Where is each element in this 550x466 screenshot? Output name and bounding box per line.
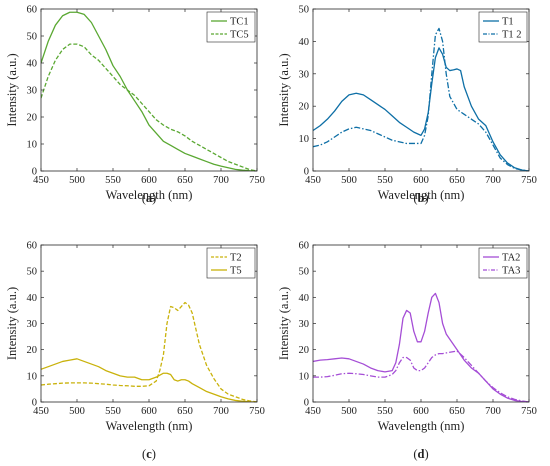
- chart-panel-a: 450 500 550 600 650 700 750 0 10 20 30 40 50 60 Wavele…: [5, 5, 265, 206]
- x-tick-label: 500: [69, 175, 85, 186]
- legend-box: [478, 247, 528, 279]
- x-tick-label: 450: [305, 406, 321, 417]
- legend-box: [206, 11, 256, 43]
- legend: T1 T1 2: [478, 11, 528, 43]
- y-tick-label: 50: [299, 5, 310, 16]
- y-tick-label: 20: [299, 102, 310, 113]
- panel-label: (c): [142, 447, 156, 461]
- x-tick-label: 450: [33, 406, 49, 417]
- y-tick-label: 30: [27, 319, 38, 330]
- y-tick-label: 40: [299, 37, 310, 48]
- y-axis-label: Intensity (a.u.): [5, 287, 19, 360]
- y-tick-label: 60: [299, 241, 310, 252]
- legend-box: [206, 247, 256, 279]
- x-tick-label: 650: [449, 175, 465, 186]
- x-tick-label: 650: [177, 406, 193, 417]
- x-tick-label: 600: [141, 406, 157, 417]
- series-line-t5: [41, 358, 257, 402]
- panel-label: (d): [413, 447, 428, 461]
- x-tick-label: 550: [105, 175, 121, 186]
- legend-label: T5: [230, 266, 242, 277]
- series-line-t1: [313, 47, 529, 171]
- y-tick-label: 40: [299, 293, 310, 304]
- x-tick-label: 500: [69, 406, 85, 417]
- series-line-t2: [41, 301, 257, 402]
- y-tick-label: 10: [27, 140, 38, 151]
- x-tick-label: 750: [249, 406, 265, 417]
- legend-label: TC5: [230, 30, 249, 41]
- y-tick-label: 30: [299, 319, 310, 330]
- x-axis-label: Wavelength (nm): [106, 419, 193, 433]
- legend-label: T1 2: [502, 30, 522, 41]
- y-tick-label: 60: [27, 5, 38, 16]
- chart-panel-c: 450 500 550 600 650 700 750 0 10 20 30 40 50 60 Wavele…: [5, 241, 265, 462]
- legend-label: T2: [230, 253, 242, 264]
- x-tick-label: 700: [485, 406, 501, 417]
- series-line-ta2: [313, 292, 529, 402]
- x-tick-label: 750: [521, 406, 537, 417]
- x-tick-label: 550: [377, 175, 393, 186]
- x-tick-label: 600: [141, 175, 157, 186]
- chart-panel-d: 450 500 550 600 650 700 750 0 10 20 30 40 50 60 Wavele…: [277, 241, 537, 462]
- x-tick-label: 700: [213, 175, 229, 186]
- y-tick-label: 60: [27, 241, 38, 252]
- y-tick-label: 0: [304, 398, 309, 409]
- y-axis-label: Intensity (a.u.): [277, 287, 291, 360]
- y-axis-label: Intensity (a.u.): [5, 53, 19, 126]
- x-tick-label: 750: [249, 175, 265, 186]
- chart-panel-b: 450 500 550 600 650 700 750 0 10 20 30 40 50 Waveleng…: [277, 5, 537, 206]
- y-tick-label: 20: [27, 345, 38, 356]
- y-tick-label: 40: [27, 293, 38, 304]
- x-tick-label: 600: [413, 175, 429, 186]
- y-tick-label: 50: [27, 267, 38, 278]
- y-tick-label: 0: [32, 398, 37, 409]
- x-tick-label: 700: [485, 175, 501, 186]
- y-tick-label: 20: [299, 345, 310, 356]
- x-axis-label: Wavelength (nm): [378, 188, 465, 202]
- x-tick-label: 550: [377, 406, 393, 417]
- x-tick-label: 500: [341, 175, 357, 186]
- x-axis-label: Wavelength (nm): [378, 419, 465, 433]
- x-tick-label: 650: [449, 406, 465, 417]
- x-tick-label: 750: [521, 175, 537, 186]
- series-line-tc5: [41, 43, 257, 171]
- legend-label: T1: [502, 17, 514, 28]
- x-tick-label: 550: [105, 406, 121, 417]
- series-line-t1-2: [313, 27, 529, 171]
- legend-label: TA3: [502, 266, 520, 277]
- legend-label: TA2: [502, 253, 520, 264]
- y-tick-label: 10: [299, 371, 310, 382]
- x-tick-label: 450: [33, 175, 49, 186]
- x-tick-label: 650: [177, 175, 193, 186]
- series-line-ta3: [313, 350, 529, 402]
- y-tick-label: 10: [27, 371, 38, 382]
- y-tick-label: 20: [27, 113, 38, 124]
- y-tick-label: 50: [27, 32, 38, 43]
- y-tick-label: 0: [304, 167, 309, 178]
- panel-label: (a): [142, 191, 157, 205]
- legend-label: TC1: [230, 17, 249, 28]
- y-tick-label: 50: [299, 267, 310, 278]
- x-tick-label: 450: [305, 175, 321, 186]
- x-axis-label: Wavelength (nm): [106, 188, 193, 202]
- x-tick-label: 700: [213, 406, 229, 417]
- x-tick-label: 600: [413, 406, 429, 417]
- y-tick-label: 30: [299, 69, 310, 80]
- y-axis-label: Intensity (a.u.): [277, 53, 291, 126]
- y-tick-label: 30: [27, 86, 38, 97]
- panel-label: (b): [413, 191, 428, 205]
- y-tick-label: 40: [27, 59, 38, 70]
- y-tick-label: 0: [32, 167, 37, 178]
- y-tick-label: 10: [299, 134, 310, 145]
- x-tick-label: 500: [341, 406, 357, 417]
- series-line-tc1: [41, 11, 257, 171]
- legend-box: [478, 11, 528, 43]
